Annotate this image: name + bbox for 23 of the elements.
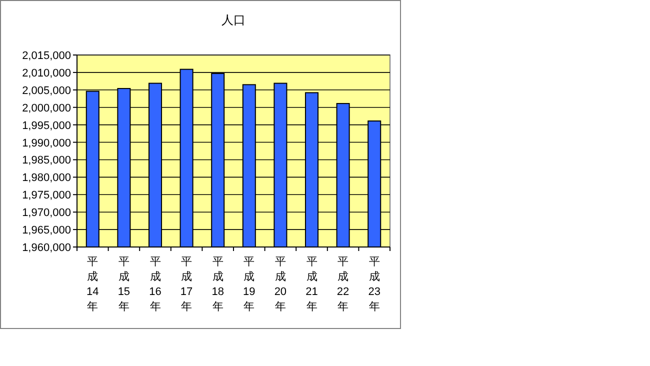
x-tick-label: 平成19年	[243, 256, 256, 313]
x-tick-label: 平成20年	[274, 256, 287, 313]
chart-title: 人口	[222, 13, 246, 27]
y-tick-label: 1,960,000	[22, 242, 71, 254]
x-tick-label: 平成18年	[212, 256, 224, 313]
y-tick-label: 2,010,000	[22, 67, 71, 80]
x-tick-label: 平成15年	[118, 256, 130, 313]
y-tick-label: 2,000,000	[22, 102, 71, 114]
y-tick-label: 1,990,000	[22, 137, 71, 150]
x-tick-label: 平成16年	[149, 256, 162, 313]
y-tick-label: 2,005,000	[22, 84, 71, 97]
x-tick-label: 平成14年	[86, 256, 99, 313]
y-tick-label: 2,015,000	[22, 50, 71, 62]
y-tick-label: 1,965,000	[22, 224, 71, 237]
y-tick-label: 1,985,000	[22, 154, 71, 167]
x-tick-label: 平成17年	[180, 256, 193, 313]
x-tick-label: 平成22年	[336, 256, 350, 313]
y-tick-label: 1,995,000	[22, 120, 71, 132]
x-tick-label: 平成21年	[306, 256, 318, 313]
x-tick-label: 平成23年	[368, 256, 380, 313]
y-tick-label: 1,980,000	[22, 172, 71, 184]
y-tick-label: 1,975,000	[22, 190, 71, 202]
y-tick-label: 1,970,000	[22, 207, 71, 220]
